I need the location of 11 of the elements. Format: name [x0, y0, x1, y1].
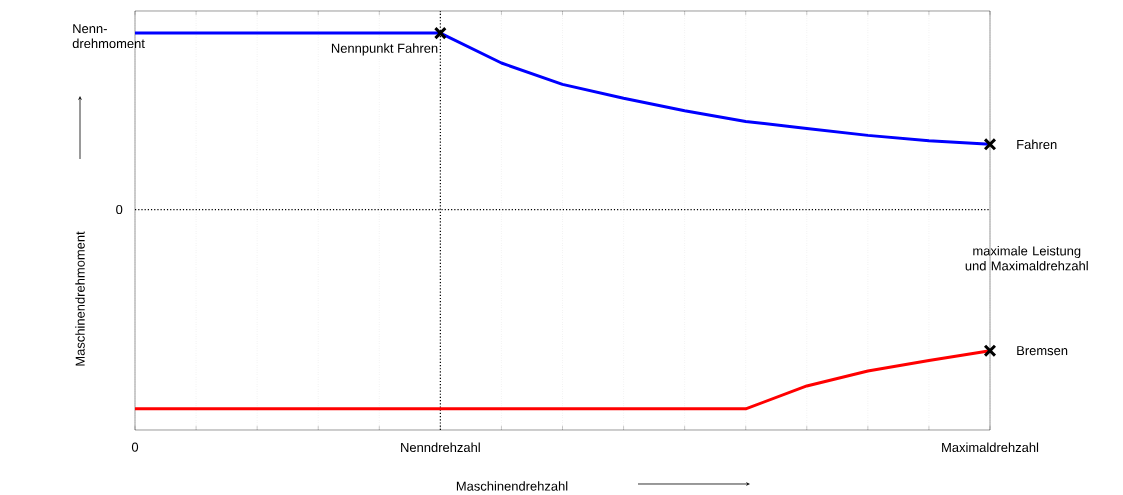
- annotation: Fahren: [1017, 139, 1057, 150]
- x-tick-label: 0: [131, 442, 139, 452]
- y-axis-title: Maschinendrehmoment: [75, 231, 85, 366]
- ref-line-label: 0: [116, 204, 123, 215]
- annotation: Nenn-drehmoment: [72, 24, 145, 49]
- x-axis-title: Maschinendrehzahl: [456, 481, 568, 491]
- x-tick-label: Maximaldrehzahl: [942, 442, 1039, 452]
- annotation: maximale Leistung und Maximaldrehzahl: [965, 245, 1088, 271]
- x-tick-label: Nenndrehzahl: [401, 442, 480, 452]
- annotation: Bremsen: [1017, 346, 1068, 356]
- annotation: Nennpunkt Fahren: [331, 43, 438, 56]
